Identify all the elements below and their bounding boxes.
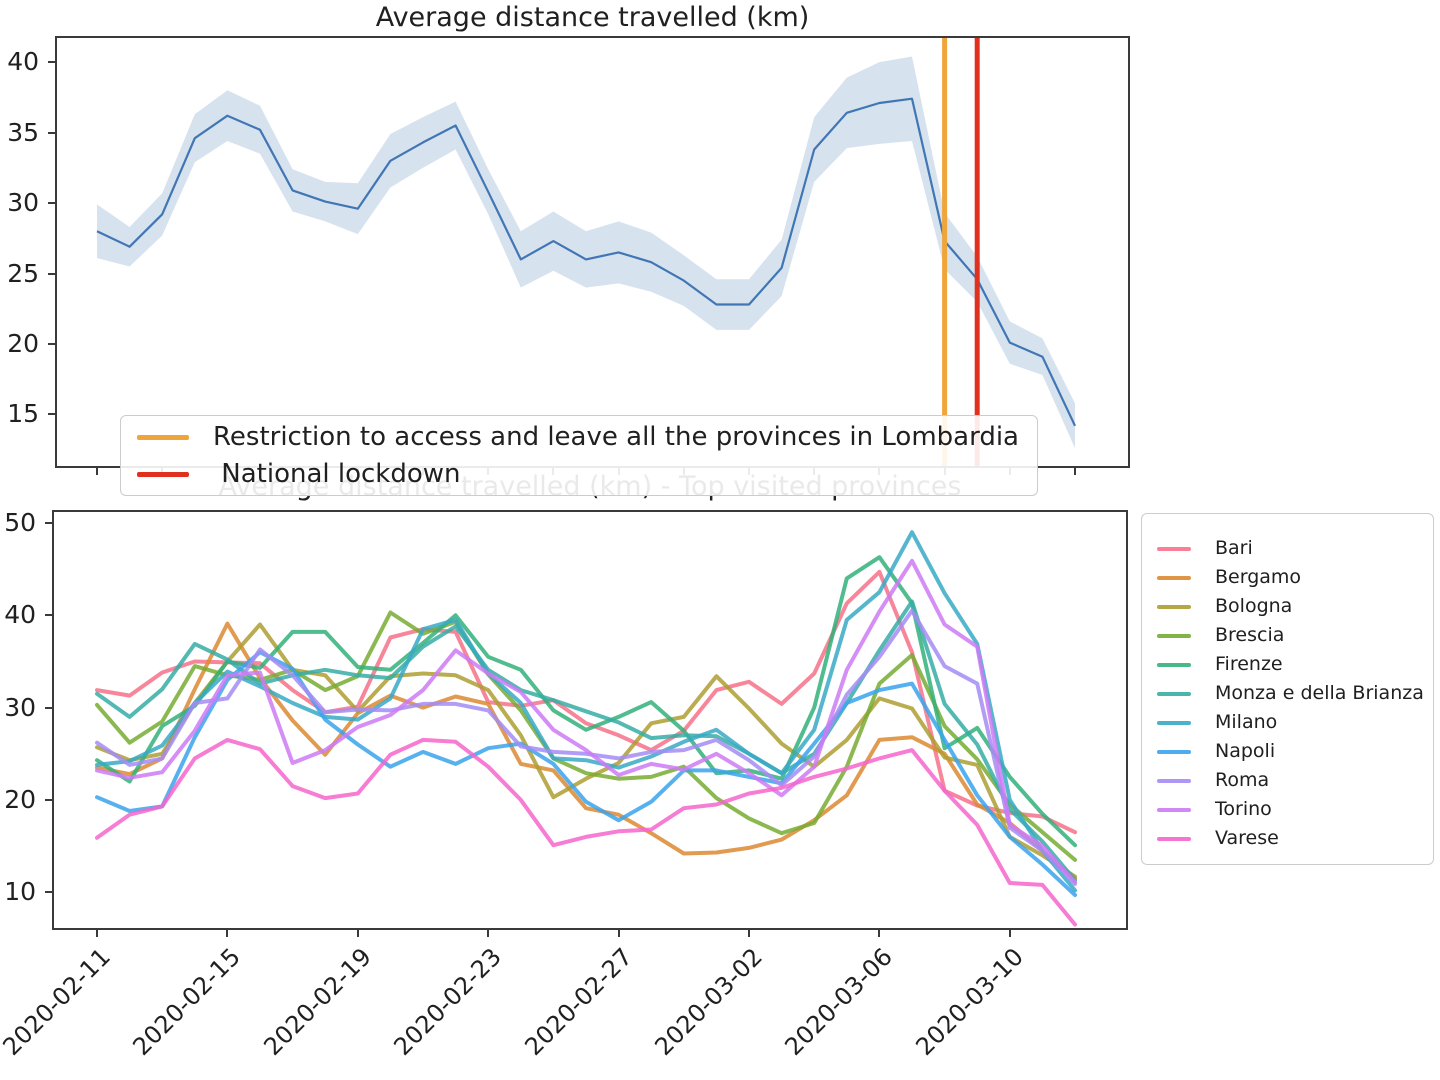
legend-item-napoli: Napoli: [1142, 742, 1433, 761]
legend-label: Brescia: [1215, 624, 1285, 646]
x-date-label: 2020-02-19: [257, 942, 377, 1062]
national-lockdown-swatch-icon: [137, 471, 189, 477]
legend-item-bergamo: Bergamo: [1142, 568, 1433, 587]
x-tick-mark: [618, 930, 620, 937]
legend-swatch-icon: [1157, 778, 1191, 783]
legend-item-bari: Bari: [1142, 539, 1433, 558]
legend-item-torino: Torino: [1142, 800, 1433, 819]
legend-label: Bologna: [1215, 595, 1293, 617]
y-tick-mark: [48, 61, 55, 63]
top-chart-title: Average distance travelled (km): [375, 2, 810, 33]
legend-swatch-icon: [1157, 720, 1191, 725]
legend-item-roma: Roma: [1142, 771, 1433, 790]
legend-item-brescia: Brescia: [1142, 626, 1433, 645]
x-tick-mark: [226, 930, 228, 937]
main-line: [96, 97, 1076, 427]
y-tick-label: 30: [7, 188, 39, 217]
y-tick-label: 10: [4, 877, 36, 906]
y-tick-label: 40: [7, 47, 39, 76]
series-line-bari: [95, 569, 1077, 835]
lombardia-restriction-swatch-icon: [137, 434, 189, 440]
y-tick-label: 50: [4, 508, 36, 537]
y-tick-mark: [48, 343, 55, 345]
legend-item-bologna: Bologna: [1142, 597, 1433, 616]
legend-label: Firenze: [1215, 653, 1283, 675]
confidence-band: [97, 56, 1075, 449]
legend-item-milano: Milano: [1142, 713, 1433, 732]
x-date-label: 2020-02-15: [126, 942, 246, 1062]
legend-swatch-icon: [1157, 662, 1191, 667]
y-tick-label: 35: [7, 118, 39, 147]
series-line-monza-e-della-brianza: [95, 599, 1077, 883]
series-line-bologna: [95, 622, 1077, 879]
legend-item-monza-e-della-brianza: Monza e della Brianza: [1142, 684, 1433, 703]
y-tick-label: 20: [4, 785, 36, 814]
x-date-label: 2020-03-02: [648, 942, 768, 1062]
y-tick-mark: [48, 273, 55, 275]
x-date-label: 2020-03-06: [778, 942, 898, 1062]
legend-item-firenze: Firenze: [1142, 655, 1433, 674]
provinces-legend: Bari Bergamo Bologna Brescia Firenze Monza e …: [1141, 513, 1434, 865]
top-plot-svg: [96, 38, 1076, 466]
legend-item-varese: Varese: [1142, 829, 1433, 848]
x-tick-mark: [748, 930, 750, 937]
x-date-label: 2020-02-11: [0, 942, 116, 1062]
y-tick-label: 25: [7, 259, 39, 288]
legend-swatch-icon: [1157, 546, 1191, 551]
legend-label: Monza e della Brianza: [1215, 682, 1424, 704]
legend-swatch-icon: [1157, 807, 1191, 812]
legend-swatch-icon: [1157, 633, 1191, 638]
x-tick-mark: [357, 930, 359, 937]
legend-label: Torino: [1215, 798, 1272, 820]
y-tick-label: 30: [4, 693, 36, 722]
x-tick-mark: [487, 930, 489, 937]
y-tick-label: 15: [7, 399, 39, 428]
national-lockdown-label: National lockdown: [213, 459, 461, 489]
x-tick-mark: [1009, 930, 1011, 937]
series-line-torino: [95, 558, 1077, 885]
y-tick-mark: [45, 707, 52, 709]
series-line-milano: [95, 530, 1077, 893]
series-line-varese: [95, 737, 1077, 927]
x-date-label: 2020-02-27: [518, 942, 638, 1062]
x-date-label: 2020-02-23: [387, 942, 507, 1062]
y-tick-mark: [45, 799, 52, 801]
y-tick-label: 20: [7, 329, 39, 358]
y-tick-mark: [45, 522, 52, 524]
legend-swatch-icon: [1157, 836, 1191, 841]
legend-label: Bergamo: [1215, 566, 1302, 588]
bottom-plot-svg: [95, 530, 1077, 927]
bottom-plot-area: [52, 510, 1128, 930]
x-tick-mark: [96, 468, 98, 475]
top-legend: Restriction to access and leave all the …: [120, 415, 1038, 496]
top-plot-area: Restriction to access and leave all the …: [55, 36, 1130, 496]
legend-swatch-icon: [1157, 575, 1191, 580]
series-line-roma: [95, 608, 1077, 886]
legend-label: Bari: [1215, 537, 1253, 559]
y-tick-mark: [45, 891, 52, 893]
x-tick-mark: [96, 930, 98, 937]
legend-swatch-icon: [1157, 691, 1191, 696]
x-date-label: 2020-03-10: [909, 942, 1029, 1062]
y-tick-label: 40: [4, 600, 36, 629]
x-tick-mark: [878, 930, 880, 937]
legend-swatch-icon: [1157, 749, 1191, 754]
legend-item-national-lockdown: National lockdown: [137, 460, 1019, 488]
legend-label: Varese: [1215, 827, 1279, 849]
legend-label: Napoli: [1215, 740, 1276, 762]
y-tick-mark: [48, 202, 55, 204]
lombardia-restriction-label: Restriction to access and leave all the …: [213, 422, 1019, 452]
legend-label: Milano: [1215, 711, 1278, 733]
legend-label: Roma: [1215, 769, 1270, 791]
legend-swatch-icon: [1157, 604, 1191, 609]
legend-item-lombardia-restriction: Restriction to access and leave all the …: [137, 423, 1019, 451]
y-tick-mark: [48, 132, 55, 134]
x-tick-mark: [1074, 468, 1076, 475]
series-line-brescia: [95, 610, 1077, 862]
y-tick-mark: [45, 614, 52, 616]
y-tick-mark: [48, 413, 55, 415]
